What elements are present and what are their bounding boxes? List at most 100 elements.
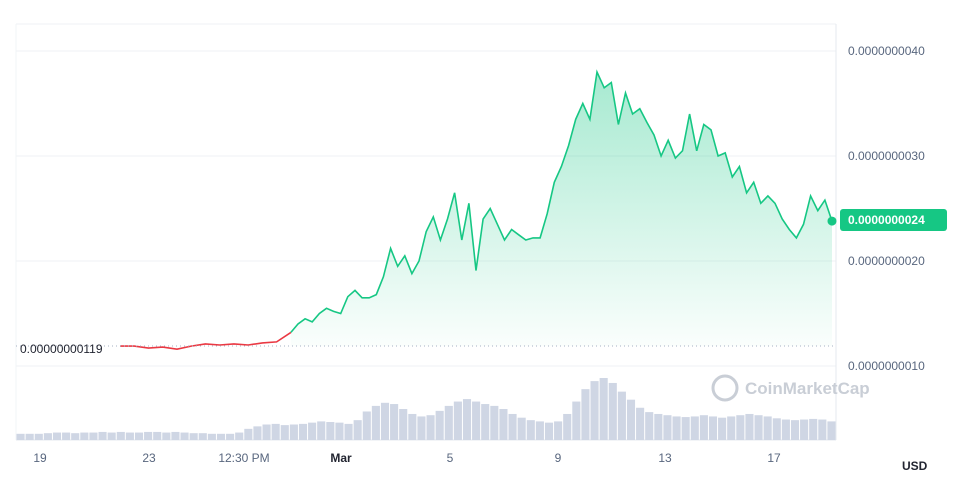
volume-bar <box>98 431 107 440</box>
y-axis: 0.0000000040 0.0000000030 0.0000000020 0.00… <box>848 44 925 373</box>
current-price-badge[interactable]: 0.0000000024 <box>840 209 947 231</box>
volume-bar <box>125 432 134 440</box>
volume-bar <box>763 416 772 440</box>
y-tick-label: 0.0000000030 <box>848 149 925 163</box>
volume-bar <box>244 428 253 440</box>
volume-bar <box>371 405 380 440</box>
currency-label: USD <box>902 459 928 473</box>
volume-bar <box>298 423 308 440</box>
volume-bar <box>590 381 599 440</box>
volume-bar <box>626 399 636 440</box>
volume-bar <box>107 432 116 440</box>
volume-bar <box>426 415 435 440</box>
x-tick-label: 5 <box>447 451 454 465</box>
volume-bar <box>308 422 317 440</box>
volume-bar <box>180 432 189 440</box>
x-axis: 19 23 12:30 PM Mar 5 9 13 17 <box>33 451 781 465</box>
volume-bar <box>517 417 526 440</box>
volume-bar <box>481 404 490 440</box>
volume-bar <box>636 407 645 440</box>
volume-bar <box>617 391 626 440</box>
volume-bar <box>663 415 672 440</box>
volume-bar <box>335 422 344 440</box>
volume-bar <box>144 431 153 440</box>
volume-bar <box>435 410 444 440</box>
volume-bar <box>699 415 708 440</box>
volume-bar <box>781 419 790 440</box>
volume-bar <box>499 409 508 440</box>
volume-bar <box>453 401 462 440</box>
volume-bar <box>809 418 818 440</box>
volume-bar <box>608 382 617 440</box>
volume-bar <box>235 432 244 440</box>
volume-bar <box>654 413 663 440</box>
volume-bar <box>226 433 235 440</box>
x-tick-label: 13 <box>658 451 672 465</box>
volume-bar <box>153 431 162 440</box>
volume-bar <box>344 423 353 440</box>
volume-bar <box>554 421 563 440</box>
volume-bar <box>353 420 362 440</box>
price-area-fill <box>290 72 832 347</box>
x-tick-label: 9 <box>555 451 562 465</box>
volume-bar <box>280 425 289 440</box>
x-tick-label: 19 <box>33 451 47 465</box>
volume-bar <box>408 413 417 440</box>
current-price-dot <box>827 216 837 226</box>
volume-bar <box>472 401 481 440</box>
volume-bar <box>62 432 71 440</box>
volume-bar <box>490 405 499 440</box>
y-tick-label: 0.0000000020 <box>848 254 925 268</box>
volume-bar <box>380 402 390 440</box>
volume-bar <box>89 432 98 440</box>
volume-bar <box>745 413 754 440</box>
volume-bar <box>563 413 572 440</box>
volume-bar <box>216 433 226 440</box>
volume-bar <box>772 418 781 440</box>
volume-bar <box>362 411 371 440</box>
volume-bar <box>599 378 608 440</box>
volume-bar <box>80 432 89 440</box>
volume-bar <box>43 433 52 440</box>
volume-bar <box>462 399 472 440</box>
volume-bar <box>198 433 207 440</box>
volume-bar <box>690 416 699 440</box>
gridlines <box>15 23 837 441</box>
volume-bar <box>444 405 453 440</box>
volume-bar <box>790 420 800 440</box>
volume-bar <box>134 432 144 440</box>
volume-bar <box>672 416 681 440</box>
volume-bar <box>271 423 280 440</box>
volume-bar <box>162 432 171 440</box>
volume-bar <box>399 409 408 440</box>
volume-bar <box>25 433 34 440</box>
volume-bar <box>189 433 198 440</box>
watermark-text: CoinMarketCap <box>745 379 870 398</box>
volume-bar <box>71 433 80 440</box>
volume-bar <box>718 417 727 440</box>
volume-bar <box>207 433 216 440</box>
volume-bar <box>317 421 326 440</box>
volume-bar <box>754 415 763 440</box>
volume-bar <box>289 424 298 440</box>
coinmarketcap-watermark: CoinMarketCap <box>711 374 870 402</box>
volume-bar <box>262 424 271 440</box>
volume-bar <box>52 432 62 440</box>
volume-bar <box>508 413 517 440</box>
start-price-label: 0.00000000119 <box>20 342 103 356</box>
volume-bar <box>827 421 836 440</box>
volume-bar <box>116 431 125 440</box>
volume-bar <box>581 389 590 440</box>
volume-bar <box>800 419 809 440</box>
price-area <box>120 69 837 351</box>
x-tick-label: 23 <box>142 451 156 465</box>
volume-bar <box>818 419 827 440</box>
volume-bar <box>681 417 690 440</box>
y-tick-label: 0.0000000010 <box>848 359 925 373</box>
volume-bars <box>16 378 836 440</box>
x-tick-label: 17 <box>767 451 781 465</box>
volume-bar <box>34 433 43 440</box>
current-price-label: 0.0000000024 <box>848 213 925 227</box>
x-tick-label: Mar <box>330 451 352 465</box>
